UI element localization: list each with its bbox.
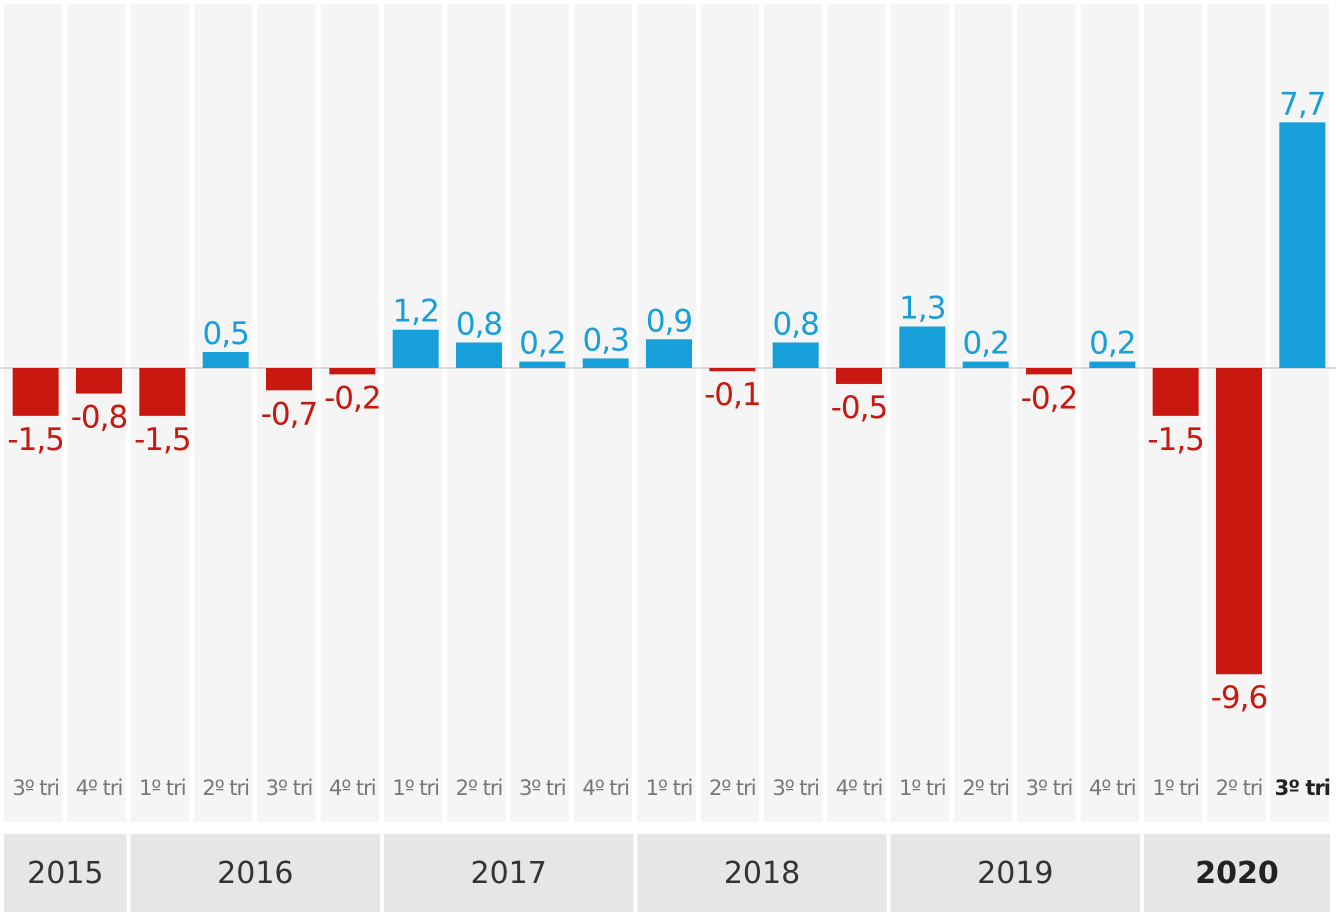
year-label: 2015 bbox=[27, 856, 103, 891]
quarter-label: 2º tri bbox=[962, 776, 1009, 800]
value-label: -0,5 bbox=[831, 390, 888, 426]
quarter-label: 1º tri bbox=[899, 776, 946, 800]
column-background bbox=[194, 4, 253, 822]
column-background bbox=[1080, 4, 1139, 822]
bar bbox=[12, 368, 59, 416]
quarter-label: 4º tri bbox=[329, 776, 376, 800]
value-label: -1,5 bbox=[1147, 422, 1204, 458]
value-label: -9,6 bbox=[1211, 680, 1268, 716]
bar bbox=[1216, 368, 1262, 675]
quarter-label: 2º tri bbox=[1216, 776, 1263, 800]
column-background bbox=[827, 4, 886, 822]
value-label: 7,7 bbox=[1279, 86, 1325, 122]
year-label: 2018 bbox=[724, 856, 800, 891]
value-label: -0,8 bbox=[71, 400, 128, 436]
value-label: -0,2 bbox=[324, 380, 381, 416]
year-band bbox=[384, 834, 634, 912]
bar bbox=[772, 342, 819, 368]
column-background bbox=[574, 4, 633, 822]
quarter-label: 3º tri bbox=[1275, 776, 1330, 800]
column-background bbox=[510, 4, 569, 822]
quarter-label: 3º tri bbox=[1026, 776, 1073, 800]
value-label: 0,8 bbox=[456, 306, 502, 342]
column-background bbox=[637, 4, 696, 822]
quarter-label: 1º tri bbox=[392, 776, 439, 800]
column-background bbox=[764, 4, 823, 822]
bar bbox=[139, 368, 186, 416]
year-band bbox=[130, 834, 380, 912]
quarter-label: 2º tri bbox=[709, 776, 756, 800]
value-label: 0,9 bbox=[646, 303, 692, 339]
column-background bbox=[700, 4, 759, 822]
bar bbox=[266, 368, 312, 391]
year-band bbox=[4, 834, 127, 912]
year-label: 2020 bbox=[1195, 856, 1279, 891]
quarter-label: 1º tri bbox=[646, 776, 693, 800]
column-background bbox=[320, 4, 379, 822]
value-label: 1,3 bbox=[899, 291, 945, 327]
quarter-labels: 3º tri 4º tri 1º tri 2º tri 3º tri 4º tri 1º t… bbox=[12, 776, 1331, 800]
year-axis: 2015 2016 2017 2018 2019 2020 bbox=[4, 834, 1330, 912]
value-label: -0,1 bbox=[704, 377, 761, 413]
column-background bbox=[447, 4, 506, 822]
year-band bbox=[1144, 834, 1330, 912]
value-labels: -1,5-0,8-1,50,5-0,7 -0,21,2 0,80,2 0,30,9-0… bbox=[7, 86, 1326, 716]
value-label: 0,8 bbox=[773, 306, 819, 342]
bar bbox=[1026, 368, 1072, 375]
bar bbox=[329, 368, 376, 375]
quarter-label: 4º tri bbox=[582, 776, 629, 800]
bar bbox=[76, 368, 122, 394]
column-background bbox=[1017, 4, 1076, 822]
bar bbox=[519, 361, 566, 368]
year-label: 2017 bbox=[470, 856, 546, 891]
year-band bbox=[637, 834, 887, 912]
quarter-label: 2º tri bbox=[456, 776, 503, 800]
column-background bbox=[384, 4, 443, 822]
year-band bbox=[890, 834, 1140, 912]
value-label: 0,2 bbox=[1089, 326, 1135, 362]
value-label: -0,7 bbox=[261, 396, 318, 432]
bar bbox=[709, 368, 756, 372]
bar bbox=[392, 329, 439, 368]
bars bbox=[12, 122, 1326, 675]
quarter-label: 4º tri bbox=[76, 776, 123, 800]
bar bbox=[1089, 361, 1136, 368]
bar bbox=[1152, 368, 1199, 416]
quarter-label: 3º tri bbox=[266, 776, 313, 800]
column-background bbox=[257, 4, 316, 822]
column-background bbox=[67, 4, 126, 822]
column-backgrounds bbox=[4, 4, 1329, 822]
column-background bbox=[954, 4, 1013, 822]
quarter-label: 1º tri bbox=[1152, 776, 1199, 800]
value-label: 0,2 bbox=[519, 326, 565, 362]
quarter-label: 3º tri bbox=[772, 776, 819, 800]
year-label: 2016 bbox=[217, 856, 293, 891]
value-label: 1,2 bbox=[393, 294, 439, 330]
value-label: -1,5 bbox=[7, 422, 64, 458]
value-label: 0,2 bbox=[963, 326, 1009, 362]
bar bbox=[836, 368, 882, 384]
bar bbox=[962, 361, 1009, 368]
column-background bbox=[890, 4, 949, 822]
quarter-label: 3º tri bbox=[12, 776, 59, 800]
quarter-label: 3º tri bbox=[519, 776, 566, 800]
value-label: -0,2 bbox=[1021, 380, 1078, 416]
year-label: 2019 bbox=[977, 856, 1053, 891]
bar bbox=[899, 326, 946, 368]
quarter-label: 1º tri bbox=[139, 776, 186, 800]
bar bbox=[582, 358, 629, 368]
value-label: -1,5 bbox=[134, 422, 191, 458]
quarter-label: 2º tri bbox=[202, 776, 249, 800]
quarter-label: 4º tri bbox=[1089, 776, 1136, 800]
bar bbox=[646, 339, 692, 368]
bar bbox=[202, 352, 249, 368]
value-label: 0,5 bbox=[203, 316, 249, 352]
bar bbox=[1279, 122, 1326, 369]
value-label: 0,3 bbox=[583, 322, 629, 358]
quarter-label: 4º tri bbox=[836, 776, 883, 800]
bar bbox=[456, 342, 502, 368]
